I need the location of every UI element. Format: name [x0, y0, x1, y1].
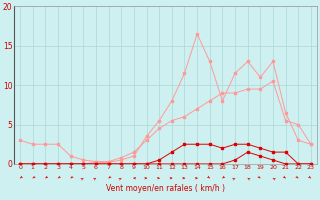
X-axis label: Vent moyen/en rafales ( km/h ): Vent moyen/en rafales ( km/h ) — [106, 184, 225, 193]
